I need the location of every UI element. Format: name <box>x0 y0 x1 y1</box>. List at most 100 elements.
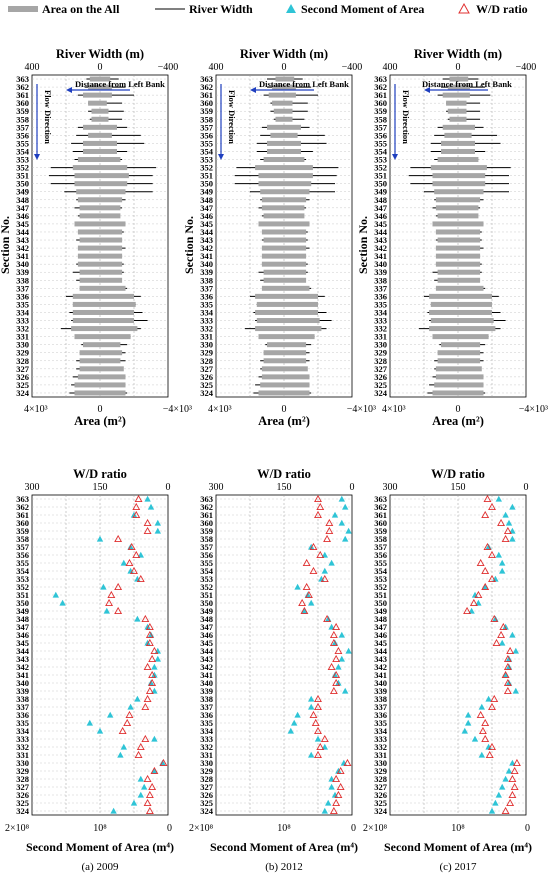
area-bar <box>255 326 322 332</box>
wd-marker <box>488 502 496 511</box>
smoa-marker <box>509 503 516 510</box>
legend: Area on the All River Width Second Momen… <box>8 2 528 16</box>
section-label: 338 <box>374 275 387 285</box>
area-bar <box>267 124 301 130</box>
smoa-tick-left: 2×10⁸ <box>189 823 214 834</box>
wd-marker <box>490 614 499 623</box>
section-label: 337 <box>200 283 214 293</box>
legend-wd-marker <box>458 2 470 14</box>
smoa-marker <box>509 631 516 638</box>
section-marks <box>234 76 339 396</box>
smoa-marker <box>471 735 479 742</box>
section-label: 352 <box>374 582 387 592</box>
smoa-marker <box>495 551 502 558</box>
section-label: 350 <box>374 179 387 189</box>
wd-marker <box>300 606 309 615</box>
wd-marker <box>481 566 490 575</box>
section-label: 343 <box>200 654 213 664</box>
wd-marker <box>329 686 338 695</box>
section-label: 362 <box>200 82 213 92</box>
wd-marker <box>298 598 307 607</box>
area-bar <box>267 148 301 154</box>
section-label: 338 <box>374 694 387 704</box>
wd-marker <box>320 734 329 743</box>
wd-marker <box>481 582 490 591</box>
area-axis-title: Area (m²) <box>74 414 126 428</box>
section-label: 340 <box>16 678 29 688</box>
wd-marker <box>136 742 145 751</box>
area-bar <box>261 205 305 211</box>
smoa-axis-title: Second Moment of Area (m⁴) <box>210 840 358 854</box>
smoa-marker <box>342 503 349 510</box>
section-label: 333 <box>374 734 387 744</box>
smoa-axis-title: Second Moment of Area (m⁴) <box>26 840 174 854</box>
wd-marker <box>148 782 157 791</box>
area-bar <box>449 76 469 82</box>
section-label: 338 <box>200 275 213 285</box>
area-bar <box>270 132 298 138</box>
section-label: 347 <box>200 203 214 213</box>
wd-axis-title: W/D ratio <box>257 467 311 481</box>
smoa-marker <box>461 727 468 734</box>
area-bar <box>260 382 310 388</box>
section-label: 341 <box>374 670 387 680</box>
smoa-marker <box>345 527 352 534</box>
wd-marker <box>501 670 510 679</box>
smoa-marker <box>499 559 506 566</box>
smoa-marker <box>345 647 352 654</box>
section-label: 359 <box>200 526 213 536</box>
smoa-marker <box>492 799 499 806</box>
area-bar <box>435 205 479 211</box>
area-bar <box>77 197 123 203</box>
area-tick-left: 4×10³ <box>208 404 232 415</box>
section-label: 342 <box>16 243 29 253</box>
smoa-marker <box>499 783 506 790</box>
wd-tick-mid: 150 <box>93 482 108 493</box>
smoa-marker <box>96 535 104 542</box>
area-bar <box>437 277 481 283</box>
wd-marker <box>332 798 341 807</box>
area-bar <box>79 358 121 364</box>
area-bar <box>260 189 310 195</box>
bottom-panel-2017: W/D ratio 300 150 0 36336236136035935835… <box>363 467 532 873</box>
legend-smoa-marker <box>286 4 296 13</box>
area-bar <box>432 390 484 396</box>
section-label: 362 <box>16 82 29 92</box>
section-label: 348 <box>374 195 387 205</box>
section-label: 336 <box>16 710 29 720</box>
section-label: 350 <box>374 598 387 608</box>
section-label: 325 <box>200 380 213 390</box>
wd-marker <box>145 806 154 815</box>
smoa-marker <box>335 663 342 670</box>
area-bar <box>444 132 472 138</box>
wd-marker <box>488 550 496 559</box>
wd-marker <box>506 798 515 807</box>
section-label: 353 <box>200 574 213 584</box>
section-label: 360 <box>16 98 29 108</box>
wd-marker <box>497 630 506 639</box>
section-label: 346 <box>200 211 213 221</box>
smoa-marker <box>86 719 93 726</box>
section-label: 341 <box>200 251 213 261</box>
wd-marker <box>336 782 345 791</box>
smoa-marker <box>465 711 472 718</box>
smoa-tick-left: 2×10⁸ <box>5 823 30 834</box>
area-bar <box>441 342 481 348</box>
wd-marker <box>309 566 318 575</box>
distance-note: Distance from Left Bank <box>422 79 512 89</box>
section-marks <box>49 76 157 396</box>
section-label: 358 <box>16 114 29 124</box>
section-label: 340 <box>374 259 387 269</box>
area-bar <box>263 358 307 364</box>
section-label: 339 <box>374 267 387 277</box>
section-label: 356 <box>374 550 387 560</box>
wd-marker <box>503 678 512 687</box>
smoa-marker <box>154 655 161 662</box>
area-bar <box>437 350 481 356</box>
section-label: 357 <box>200 542 214 552</box>
smoa-marker <box>328 559 335 566</box>
area-bar <box>268 92 296 98</box>
area-bar <box>435 197 481 203</box>
section-labels: 3633623613603593583573563553543533523513… <box>374 74 388 398</box>
